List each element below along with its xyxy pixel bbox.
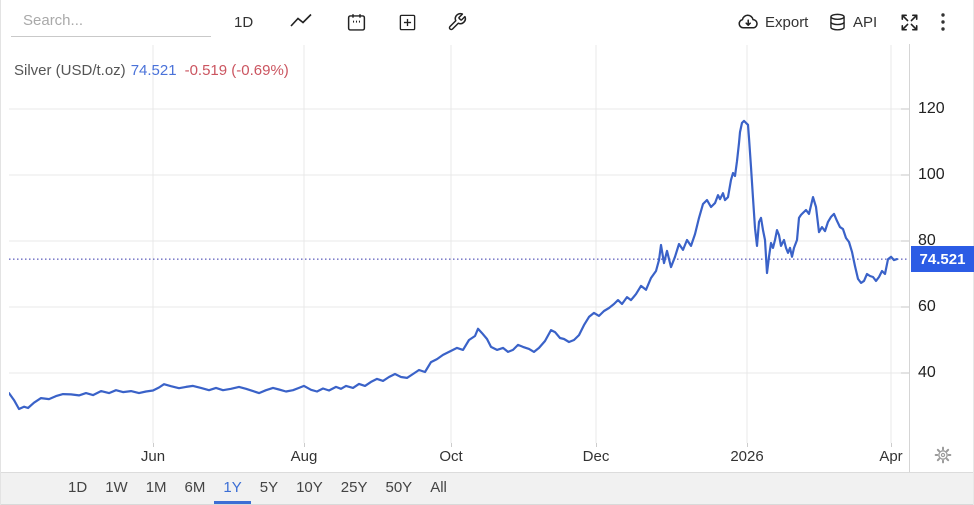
interval-label: 1D xyxy=(234,13,254,31)
timescale-tab-1y[interactable]: 1Y xyxy=(214,473,251,504)
timescale-tab-1d[interactable]: 1D xyxy=(68,479,88,496)
search-input[interactable] xyxy=(11,7,211,37)
more-menu-button[interactable] xyxy=(939,0,947,44)
timescale-tab-10y[interactable]: 10Y xyxy=(296,479,323,496)
interval-dropdown[interactable]: 1D xyxy=(234,0,253,44)
chart-plot-area[interactable] xyxy=(7,44,909,443)
last-price-value: 74.521 xyxy=(130,62,177,79)
api-database-icon xyxy=(827,12,848,33)
x-axis-tick xyxy=(451,443,452,447)
add-compare-icon xyxy=(398,13,417,32)
api-label: API xyxy=(853,13,878,31)
kebab-menu-icon xyxy=(939,10,947,34)
timescale-tab-5y[interactable]: 5Y xyxy=(259,479,279,496)
y-axis-label-100: 100 xyxy=(918,166,945,183)
instrument-name: Silver (USD/t.oz) xyxy=(14,62,126,79)
export-label: Export xyxy=(765,13,809,31)
x-axis-tick xyxy=(304,443,305,447)
timescale-bar: 1D 1W 1M 6M 1Y 5Y 10Y 25Y 50Y All xyxy=(1,472,973,505)
timescale-tab-1m[interactable]: 1M xyxy=(145,479,167,496)
chart-type-button[interactable] xyxy=(289,0,313,44)
price-change: -0.519 (-0.69%) xyxy=(184,62,289,79)
last-price-badge: 74.521 xyxy=(911,246,974,273)
timescale-tab-6m[interactable]: 6M xyxy=(184,479,206,496)
x-axis-tick xyxy=(153,443,154,447)
tools-wrench-icon xyxy=(447,12,467,32)
chart-region: Silver (USD/t.oz) 74.521 -0.519 (-0.69%) 7… xyxy=(1,44,974,443)
y-axis-label-60: 60 xyxy=(918,298,936,315)
calendar-icon xyxy=(346,12,367,33)
x-axis-label-2026: 2026 xyxy=(730,448,764,465)
export-button[interactable]: Export xyxy=(737,0,808,44)
fullscreen-button[interactable] xyxy=(898,0,921,44)
x-axis-label-jun: Jun xyxy=(140,448,166,465)
x-axis-tick xyxy=(596,443,597,447)
x-axis-label-oct: Oct xyxy=(439,448,463,465)
settings-gear-button[interactable] xyxy=(933,445,953,470)
chart-header: Silver (USD/t.oz) 74.521 -0.519 (-0.69%) xyxy=(14,62,289,79)
timescale-tab-50y[interactable]: 50Y xyxy=(385,479,413,496)
y-axis-label-80: 80 xyxy=(918,232,936,249)
settings-gear-icon xyxy=(934,446,951,464)
add-compare-button[interactable] xyxy=(398,0,417,44)
x-axis-tick xyxy=(891,443,892,447)
x-axis-tick xyxy=(747,443,748,447)
fullscreen-expand-icon xyxy=(898,11,921,34)
timescale-tab-1w[interactable]: 1W xyxy=(105,479,128,496)
timescale-tab-25y[interactable]: 25Y xyxy=(340,479,368,496)
tools-button[interactable] xyxy=(447,0,467,44)
y-axis-label-120: 120 xyxy=(918,100,945,117)
price-line-chart xyxy=(7,45,909,443)
api-button[interactable]: API xyxy=(827,0,877,44)
axis-settings-cell xyxy=(909,443,974,472)
export-cloud-icon xyxy=(737,11,760,34)
x-axis: Jun Aug Oct Dec 2026 Apr xyxy=(1,443,973,472)
x-axis-label-aug: Aug xyxy=(290,448,318,465)
line-style-icon xyxy=(289,10,313,34)
x-axis-label-apr: Apr xyxy=(879,448,903,465)
toolbar: 1D Export xyxy=(1,0,973,44)
calendar-button[interactable] xyxy=(346,0,367,44)
silver-price-line xyxy=(7,119,899,411)
y-axis-label-40: 40 xyxy=(918,364,936,381)
y-axis: 74.521 120 100 80 60 40 xyxy=(909,44,974,443)
x-axis-label-dec: Dec xyxy=(582,448,610,465)
timescale-tab-all[interactable]: All xyxy=(430,479,447,496)
